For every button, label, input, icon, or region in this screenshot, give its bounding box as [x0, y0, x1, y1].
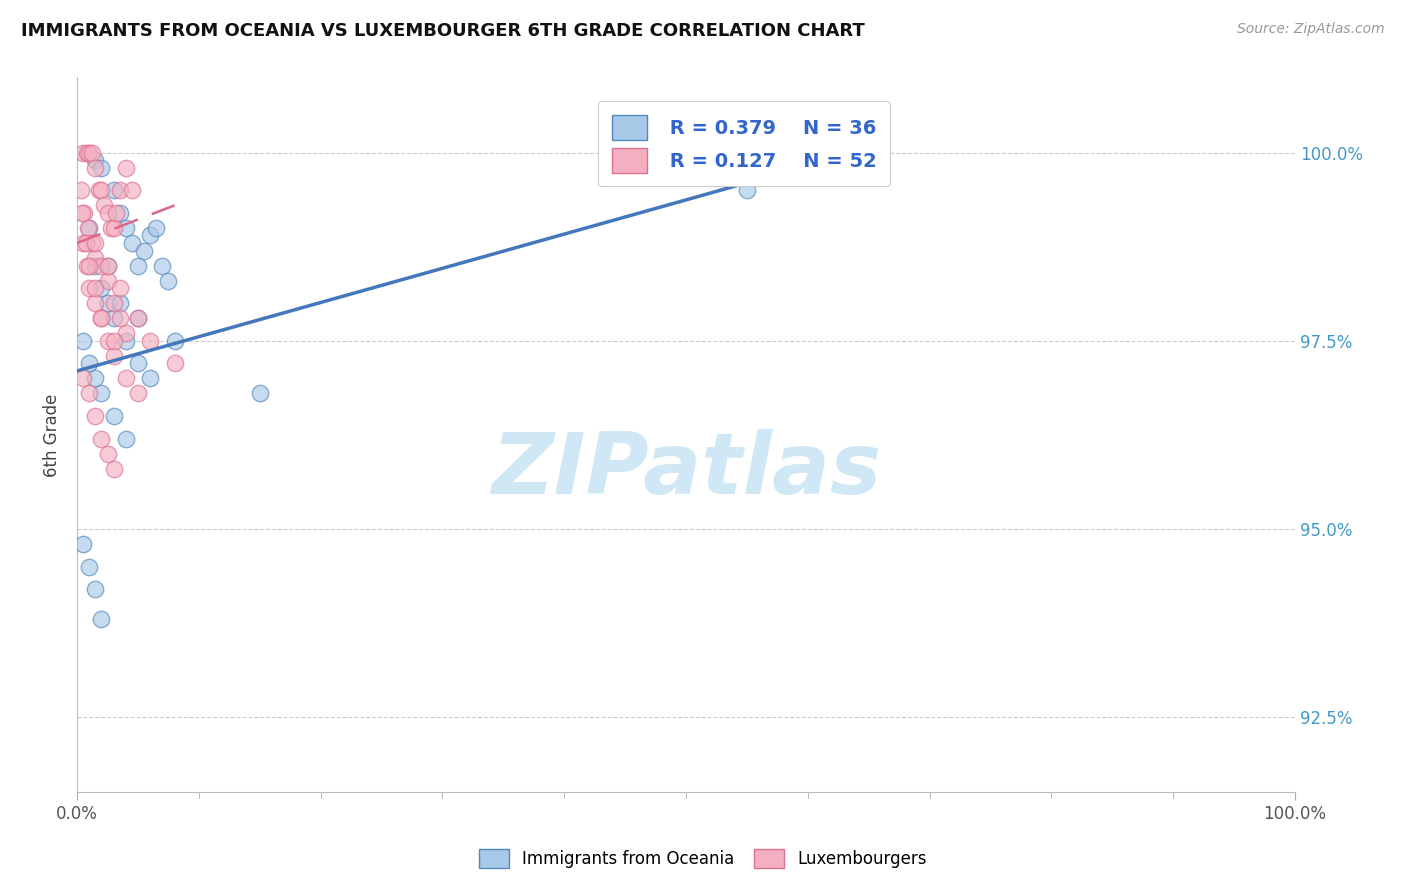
Point: [90, 311, 112, 326]
Point: [84, 371, 107, 385]
Point: [84, 582, 107, 596]
Point: [103, 296, 125, 310]
Point: [145, 221, 167, 235]
Point: [80, 235, 103, 250]
Point: [76, 259, 98, 273]
Text: ZIPatlas: ZIPatlas: [491, 429, 882, 512]
Point: [121, 183, 143, 197]
Point: [103, 409, 125, 423]
Point: [114, 161, 136, 175]
Point: [103, 183, 125, 197]
Point: [108, 281, 131, 295]
Point: [77, 145, 100, 160]
Point: [127, 259, 149, 273]
Point: [72, 235, 94, 250]
Point: [114, 432, 136, 446]
Point: [96, 296, 118, 310]
Point: [77, 356, 100, 370]
Point: [80, 145, 103, 160]
Point: [72, 371, 94, 385]
Point: [139, 371, 162, 385]
Point: [96, 334, 118, 348]
Point: [90, 183, 112, 197]
Point: [77, 221, 100, 235]
Point: [72, 145, 94, 160]
Point: [150, 259, 173, 273]
Point: [84, 409, 107, 423]
Point: [72, 537, 94, 551]
Point: [96, 447, 118, 461]
Point: [77, 281, 100, 295]
Point: [96, 259, 118, 273]
Point: [90, 432, 112, 446]
Point: [90, 281, 112, 295]
Point: [90, 612, 112, 626]
Point: [103, 221, 125, 235]
Point: [108, 183, 131, 197]
Point: [108, 296, 131, 310]
Point: [108, 311, 131, 326]
Legend:  R = 0.379    N = 36,  R = 0.127    N = 52: R = 0.379 N = 36, R = 0.127 N = 52: [599, 102, 890, 186]
Point: [84, 251, 107, 265]
Point: [139, 334, 162, 348]
Point: [77, 221, 100, 235]
Point: [75, 235, 97, 250]
Point: [103, 334, 125, 348]
Point: [76, 145, 98, 160]
Point: [132, 244, 155, 258]
Point: [90, 161, 112, 175]
Point: [96, 274, 118, 288]
Legend: Immigrants from Oceania, Luxembourgers: Immigrants from Oceania, Luxembourgers: [471, 840, 935, 877]
Point: [114, 371, 136, 385]
Point: [84, 281, 107, 295]
Point: [103, 461, 125, 475]
Point: [84, 259, 107, 273]
Point: [249, 386, 271, 401]
Point: [77, 386, 100, 401]
Point: [114, 326, 136, 341]
Point: [127, 386, 149, 401]
Point: [77, 259, 100, 273]
Point: [114, 334, 136, 348]
Point: [96, 259, 118, 273]
Text: Source: ZipAtlas.com: Source: ZipAtlas.com: [1237, 22, 1385, 37]
Point: [108, 206, 131, 220]
Point: [84, 161, 107, 175]
Point: [103, 349, 125, 363]
Point: [77, 559, 100, 574]
Point: [93, 198, 115, 212]
Point: [90, 386, 112, 401]
Text: IMMIGRANTS FROM OCEANIA VS LUXEMBOURGER 6TH GRADE CORRELATION CHART: IMMIGRANTS FROM OCEANIA VS LUXEMBOURGER …: [21, 22, 865, 40]
Point: [735, 183, 758, 197]
Point: [127, 356, 149, 370]
Point: [100, 221, 122, 235]
Point: [127, 311, 149, 326]
Point: [84, 296, 107, 310]
Point: [96, 206, 118, 220]
Point: [69, 183, 91, 197]
Point: [72, 334, 94, 348]
Point: [157, 274, 180, 288]
Point: [139, 228, 162, 243]
Point: [90, 311, 112, 326]
Point: [84, 153, 107, 168]
Point: [70, 206, 93, 220]
Point: [105, 206, 128, 220]
Point: [84, 235, 107, 250]
Point: [127, 311, 149, 326]
Point: [90, 259, 112, 273]
Point: [73, 206, 96, 220]
Point: [163, 356, 186, 370]
Point: [114, 221, 136, 235]
Point: [121, 235, 143, 250]
Point: [87, 183, 110, 197]
Point: [163, 334, 186, 348]
Y-axis label: 6th Grade: 6th Grade: [44, 393, 60, 476]
Point: [103, 311, 125, 326]
